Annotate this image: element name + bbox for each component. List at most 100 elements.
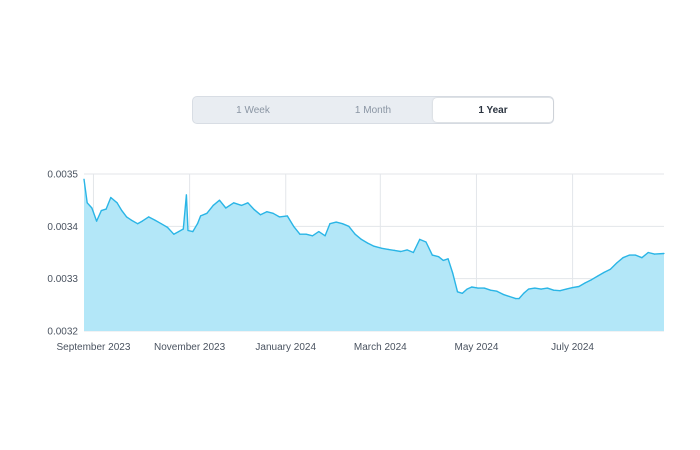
data-point — [622, 257, 624, 259]
x-tick-label: July 2024 — [551, 342, 594, 353]
x-tick-label: May 2024 — [454, 342, 498, 353]
data-point — [431, 254, 433, 256]
tab-1-year[interactable]: 1 Year — [433, 98, 553, 122]
data-point — [584, 282, 586, 284]
series-line — [83, 179, 665, 300]
data-point — [253, 209, 255, 211]
data-point — [286, 215, 288, 217]
data-point — [553, 289, 555, 291]
data-point — [266, 211, 268, 213]
data-point — [247, 202, 249, 204]
data-point — [272, 212, 274, 214]
data-point — [572, 287, 574, 289]
data-point — [83, 178, 85, 180]
data-point — [166, 226, 169, 228]
data-point — [196, 223, 199, 225]
data-point — [305, 233, 307, 235]
data-point — [348, 225, 350, 227]
data-point — [425, 241, 427, 243]
data-point — [518, 298, 520, 300]
data-point — [137, 223, 139, 225]
data-point — [540, 288, 542, 290]
time-range-selector: 1 Week 1 Month 1 Year — [192, 96, 554, 124]
data-point — [299, 233, 301, 235]
data-point — [641, 257, 643, 259]
data-point — [647, 251, 649, 254]
data-point — [241, 204, 243, 206]
x-tick-label: January 2024 — [255, 342, 316, 353]
y-tick-label: 0.0033 — [47, 274, 78, 285]
x-tick-label: September 2023 — [56, 342, 130, 353]
data-point — [373, 245, 375, 247]
data-point — [461, 292, 463, 294]
data-point — [447, 258, 449, 260]
x-tick-label: November 2023 — [154, 342, 226, 353]
data-point — [387, 248, 389, 250]
data-point — [515, 298, 517, 300]
data-point — [508, 295, 511, 298]
data-point — [185, 194, 187, 196]
data-point — [559, 290, 561, 292]
data-point — [523, 292, 525, 294]
data-point — [502, 293, 504, 295]
data-point — [318, 231, 320, 233]
data-point — [141, 220, 143, 222]
data-point — [192, 231, 194, 233]
data-point — [452, 272, 454, 274]
data-point — [546, 287, 549, 289]
data-point — [233, 202, 235, 204]
data-point — [206, 212, 208, 214]
data-point — [105, 208, 107, 210]
data-point — [466, 288, 468, 290]
data-point — [293, 225, 295, 227]
data-point — [367, 242, 369, 244]
data-point — [148, 216, 150, 218]
data-point — [200, 215, 202, 217]
tab-1-month[interactable]: 1 Month — [354, 104, 392, 116]
data-point — [597, 275, 599, 277]
data-point — [100, 210, 102, 212]
data-point — [160, 223, 162, 225]
data-point — [456, 291, 459, 293]
data-point — [653, 253, 656, 255]
data-point — [311, 235, 314, 237]
data-point — [663, 252, 665, 255]
data-point — [400, 250, 402, 253]
data-point — [527, 288, 530, 290]
data-point — [126, 216, 128, 218]
data-point — [412, 251, 414, 254]
data-point — [609, 268, 612, 270]
data-point — [381, 247, 383, 249]
data-point — [324, 235, 326, 237]
data-point — [173, 233, 175, 235]
y-tick-label: 0.0032 — [47, 327, 78, 338]
data-point — [578, 285, 580, 288]
data-point — [212, 204, 214, 206]
data-point — [565, 288, 567, 290]
y-tick-label: 0.0034 — [47, 222, 78, 233]
data-point — [393, 249, 396, 251]
data-point — [116, 202, 118, 204]
data-point — [419, 238, 421, 240]
series-area-fill — [84, 179, 664, 331]
data-point — [635, 254, 637, 256]
data-point — [628, 254, 630, 256]
data-point — [130, 219, 132, 221]
data-point — [278, 216, 280, 218]
data-point — [91, 207, 93, 209]
data-point — [187, 229, 189, 232]
y-tick-label: 0.0035 — [47, 170, 78, 181]
data-point — [496, 290, 498, 292]
data-point — [354, 233, 356, 235]
data-point — [490, 289, 492, 291]
data-point — [121, 210, 123, 212]
tab-1-week[interactable]: 1 Week — [236, 104, 270, 116]
data-point — [471, 286, 473, 288]
data-point — [335, 221, 337, 223]
chart-area-series — [83, 178, 665, 331]
data-point — [110, 196, 112, 199]
data-point — [616, 262, 618, 264]
data-point — [477, 287, 479, 289]
data-point — [154, 219, 156, 221]
